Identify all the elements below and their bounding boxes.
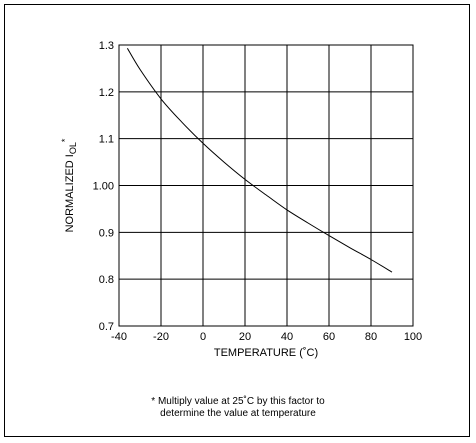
footnote-line-1: * Multiply value at 25˚C by this factor … (151, 396, 325, 407)
y-tick-label: 0.7 (99, 321, 114, 333)
x-tick-label: 40 (281, 331, 293, 343)
x-tick-label: -20 (153, 331, 169, 343)
x-axis: -40 -20 0 20 40 60 80 100 (111, 331, 422, 343)
x-tick-label: 80 (365, 331, 377, 343)
x-axis-title: TEMPERATURE (˚C) (214, 347, 318, 359)
y-tick-label: 1.2 (99, 87, 114, 99)
y-axis: 0.7 0.8 0.9 1.00 1.1 1.2 1.3 (93, 40, 114, 333)
y-tick-label: 1.00 (93, 181, 114, 193)
footnote-line-2: determine the value at temperature (160, 408, 316, 419)
figure-border (4, 4, 470, 437)
y-tick-label: 1.1 (99, 134, 114, 146)
y-tick-label: 0.8 (99, 274, 114, 286)
y-tick-label: 0.9 (99, 227, 114, 239)
plot-area (118, 44, 414, 327)
x-tick-label: 100 (404, 331, 422, 343)
grid (118, 44, 414, 327)
x-tick-label: 60 (323, 331, 335, 343)
y-axis-title: NORMALIZED IOL* (60, 138, 78, 232)
x-tick-label: 20 (239, 331, 251, 343)
x-tick-label: -40 (111, 331, 127, 343)
x-tick-label: 0 (200, 331, 206, 343)
series-line (126, 48, 393, 273)
y-tick-label: 1.3 (99, 40, 114, 52)
